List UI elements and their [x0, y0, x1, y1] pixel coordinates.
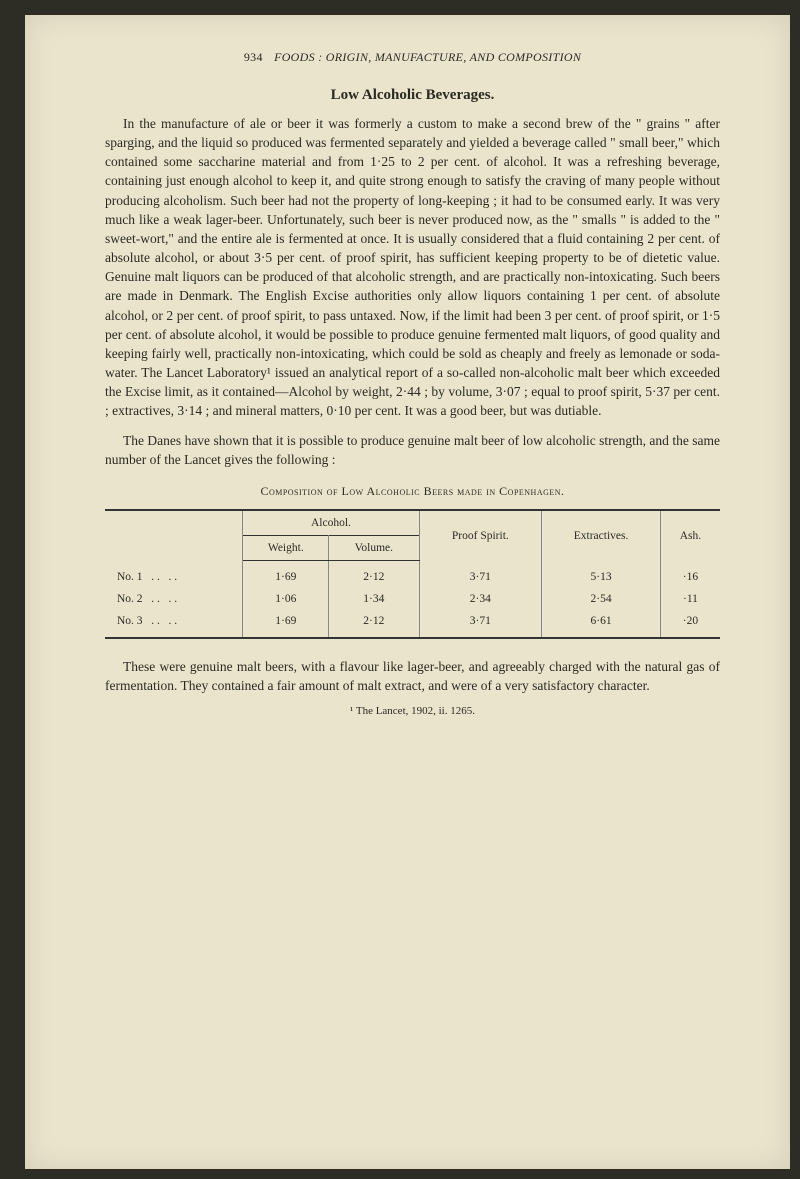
cell-ash: ·16 — [660, 560, 720, 588]
cell-proof: 3·71 — [419, 560, 542, 588]
row-label: No. 1 . . . . — [105, 560, 243, 588]
composition-table: Alcohol. Proof Spirit. Extractives. Ash.… — [105, 509, 720, 639]
paragraph-3: These were genuine malt beers, with a fl… — [105, 657, 720, 695]
document-page: 934 FOODS : ORIGIN, MANUFACTURE, AND COM… — [25, 15, 790, 1169]
cell-proof: 2·34 — [419, 588, 542, 610]
table-header-weight: Weight. — [243, 535, 329, 560]
cell-extractives: 6·61 — [542, 610, 661, 638]
table-row: No. 3 . . . . 1·69 2·12 3·71 6·61 ·20 — [105, 610, 720, 638]
section-heading: Low Alcoholic Beverages. — [105, 87, 720, 104]
row-label: No. 3 . . . . — [105, 610, 243, 638]
table-header-extractives: Extractives. — [542, 510, 661, 561]
cell-extractives: 2·54 — [542, 588, 661, 610]
table-header-ash: Ash. — [660, 510, 720, 561]
cell-weight: 1·69 — [243, 610, 329, 638]
cell-volume: 2·12 — [329, 610, 419, 638]
running-title: FOODS : ORIGIN, MANUFACTURE, AND COMPOSI… — [274, 50, 581, 64]
page-running-header: 934 FOODS : ORIGIN, MANUFACTURE, AND COM… — [105, 50, 720, 65]
cell-volume: 1·34 — [329, 588, 419, 610]
table-header-volume: Volume. — [329, 535, 419, 560]
table-row: No. 1 . . . . 1·69 2·12 3·71 5·13 ·16 — [105, 560, 720, 588]
cell-extractives: 5·13 — [542, 560, 661, 588]
table-row: No. 2 . . . . 1·06 1·34 2·34 2·54 ·11 — [105, 588, 720, 610]
table-header-alcohol: Alcohol. — [243, 510, 419, 536]
page-number: 934 — [244, 50, 263, 64]
footnote: ¹ The Lancet, 1902, ii. 1265. — [105, 705, 720, 717]
paragraph-1: In the manufacture of ale or beer it was… — [105, 114, 720, 421]
cell-weight: 1·06 — [243, 588, 329, 610]
cell-ash: ·11 — [660, 588, 720, 610]
table-header-blank — [105, 510, 243, 561]
table-header-proof: Proof Spirit. — [419, 510, 542, 561]
cell-weight: 1·69 — [243, 560, 329, 588]
row-label: No. 2 . . . . — [105, 588, 243, 610]
cell-volume: 2·12 — [329, 560, 419, 588]
cell-ash: ·20 — [660, 610, 720, 638]
cell-proof: 3·71 — [419, 610, 542, 638]
paragraph-2: The Danes have shown that it is possible… — [105, 431, 720, 469]
table-title: Composition of Low Alcoholic Beers made … — [105, 484, 720, 499]
